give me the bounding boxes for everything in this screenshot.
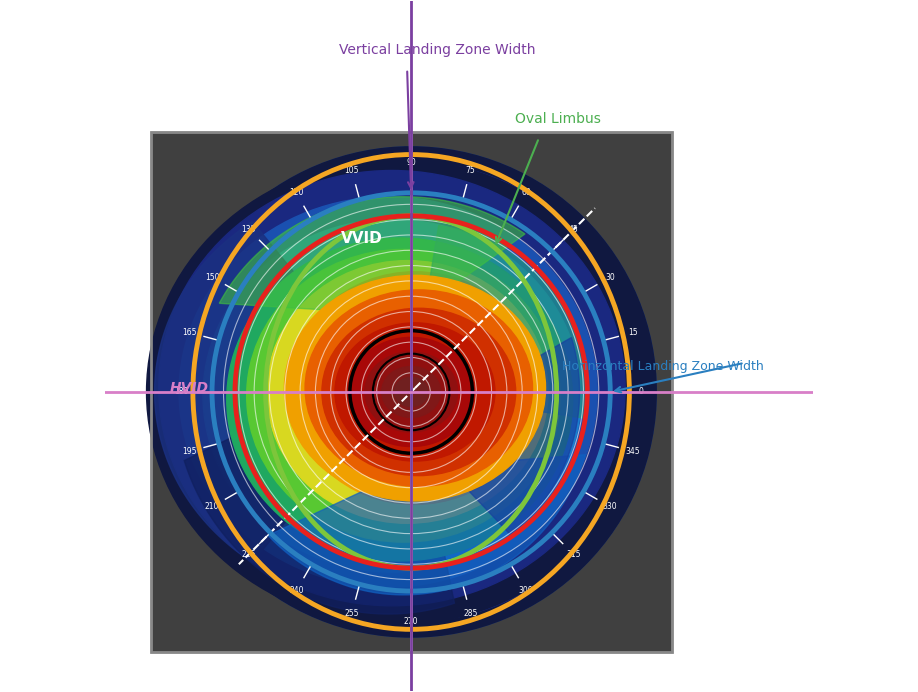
- Text: 195: 195: [182, 447, 196, 456]
- Ellipse shape: [290, 272, 540, 504]
- Ellipse shape: [227, 238, 573, 561]
- Ellipse shape: [395, 377, 428, 406]
- Text: 0: 0: [638, 388, 644, 397]
- Ellipse shape: [379, 362, 443, 422]
- Circle shape: [362, 342, 461, 441]
- Circle shape: [297, 277, 526, 507]
- Ellipse shape: [203, 219, 581, 572]
- Polygon shape: [411, 226, 588, 418]
- Ellipse shape: [266, 261, 548, 523]
- Circle shape: [166, 147, 656, 637]
- Text: 165: 165: [182, 328, 196, 337]
- Text: 285: 285: [464, 610, 477, 619]
- Circle shape: [281, 262, 542, 522]
- Circle shape: [166, 147, 656, 637]
- Circle shape: [388, 369, 434, 415]
- Text: 120: 120: [289, 188, 304, 197]
- Circle shape: [200, 181, 621, 603]
- Ellipse shape: [367, 351, 455, 433]
- Ellipse shape: [159, 170, 625, 606]
- Text: 345: 345: [626, 447, 641, 456]
- Text: Oval Limbus: Oval Limbus: [515, 111, 601, 125]
- Circle shape: [193, 174, 630, 610]
- Ellipse shape: [334, 317, 496, 467]
- Polygon shape: [411, 338, 579, 534]
- Text: 315: 315: [566, 550, 581, 559]
- Ellipse shape: [382, 367, 441, 417]
- Circle shape: [219, 201, 602, 583]
- FancyBboxPatch shape: [151, 131, 671, 653]
- Ellipse shape: [310, 286, 527, 489]
- Ellipse shape: [247, 249, 560, 542]
- Polygon shape: [185, 354, 454, 614]
- Circle shape: [353, 334, 468, 449]
- Ellipse shape: [310, 286, 527, 489]
- Ellipse shape: [355, 339, 467, 444]
- Ellipse shape: [285, 275, 545, 501]
- Circle shape: [235, 216, 588, 568]
- Ellipse shape: [335, 323, 495, 461]
- Ellipse shape: [355, 339, 467, 444]
- Ellipse shape: [391, 373, 431, 411]
- Circle shape: [265, 246, 556, 538]
- Circle shape: [399, 381, 422, 403]
- Ellipse shape: [147, 159, 645, 625]
- Text: 90: 90: [407, 158, 416, 167]
- Polygon shape: [154, 221, 392, 563]
- Text: 75: 75: [465, 165, 476, 174]
- Ellipse shape: [305, 290, 532, 486]
- Ellipse shape: [179, 197, 598, 587]
- Text: 330: 330: [603, 502, 618, 511]
- Text: Vertical Landing Zone Width: Vertical Landing Zone Width: [340, 43, 536, 57]
- Text: 135: 135: [241, 225, 256, 234]
- Text: 45: 45: [569, 225, 578, 234]
- Ellipse shape: [326, 306, 511, 478]
- Ellipse shape: [391, 373, 431, 411]
- Polygon shape: [268, 455, 586, 595]
- Ellipse shape: [342, 328, 479, 456]
- Circle shape: [376, 358, 445, 426]
- Text: 270: 270: [404, 617, 419, 626]
- Text: 150: 150: [205, 273, 219, 282]
- Ellipse shape: [322, 308, 516, 475]
- Circle shape: [334, 316, 487, 468]
- Circle shape: [365, 346, 457, 438]
- Text: 15: 15: [628, 328, 638, 337]
- Ellipse shape: [334, 317, 496, 467]
- Text: 240: 240: [289, 586, 304, 595]
- Circle shape: [219, 201, 602, 583]
- Circle shape: [311, 293, 510, 491]
- Text: Horinzontal Landing Zone Width: Horinzontal Landing Zone Width: [562, 360, 764, 373]
- Polygon shape: [219, 197, 525, 316]
- Text: 60: 60: [521, 188, 531, 197]
- Ellipse shape: [247, 249, 560, 542]
- Text: 255: 255: [344, 610, 359, 619]
- Ellipse shape: [326, 306, 511, 478]
- Text: 105: 105: [344, 165, 359, 174]
- Circle shape: [311, 293, 510, 491]
- Circle shape: [288, 269, 533, 514]
- Text: 210: 210: [205, 502, 219, 511]
- Ellipse shape: [379, 362, 443, 422]
- Circle shape: [342, 323, 480, 461]
- Text: HVID: HVID: [170, 381, 208, 395]
- Text: VVID: VVID: [341, 231, 382, 246]
- Text: 300: 300: [519, 586, 533, 595]
- Ellipse shape: [342, 328, 479, 456]
- Text: 30: 30: [605, 273, 615, 282]
- Circle shape: [385, 365, 438, 419]
- Text: 225: 225: [241, 550, 256, 559]
- Ellipse shape: [348, 338, 475, 446]
- Ellipse shape: [364, 352, 457, 432]
- Circle shape: [265, 246, 556, 538]
- Circle shape: [327, 308, 496, 476]
- Ellipse shape: [266, 261, 548, 523]
- Circle shape: [242, 224, 579, 561]
- Circle shape: [251, 231, 572, 553]
- Ellipse shape: [227, 238, 573, 561]
- Ellipse shape: [290, 272, 540, 504]
- Text: 180: 180: [174, 388, 188, 397]
- Circle shape: [182, 162, 641, 621]
- Ellipse shape: [367, 351, 455, 433]
